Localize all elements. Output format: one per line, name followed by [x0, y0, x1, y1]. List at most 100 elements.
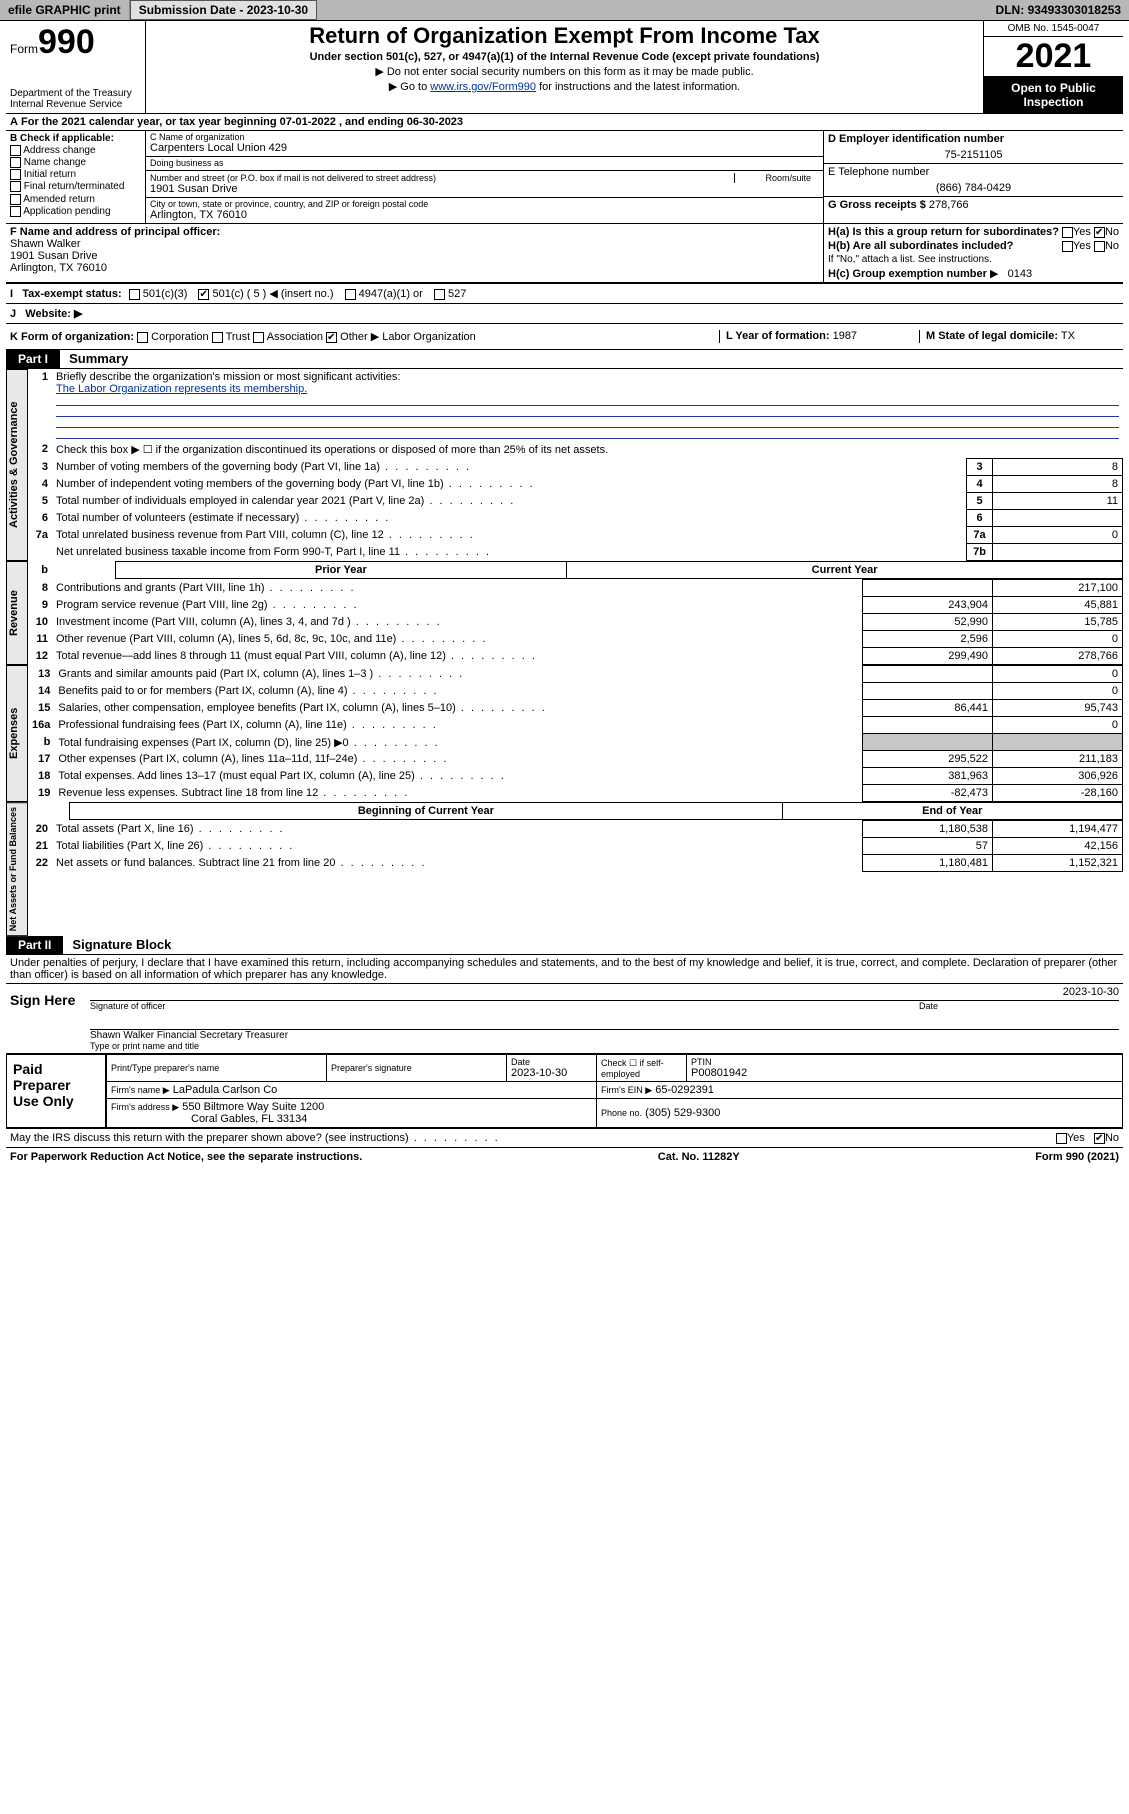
irs-label: Internal Revenue Service [10, 99, 141, 110]
dba-label: Doing business as [146, 157, 823, 168]
summary-line: 10 Investment income (Part VIII, column … [28, 614, 1123, 631]
irs-link[interactable]: www.irs.gov/Form990 [430, 81, 536, 93]
org-name: Carpenters Local Union 429 [146, 142, 823, 156]
summary-line: 18 Total expenses. Add lines 13–17 (must… [28, 768, 1123, 785]
efile-label: efile GRAPHIC print [0, 0, 130, 20]
col-b-checkboxes: B Check if applicable: Address change Na… [6, 131, 146, 223]
form-subtitle: Under section 501(c), 527, or 4947(a)(1)… [152, 51, 977, 63]
form-footer: Form 990 (2021) [1035, 1151, 1119, 1163]
row-a-taxyear: A For the 2021 calendar year, or tax yea… [6, 114, 1123, 131]
summary-line: 11 Other revenue (Part VIII, column (A),… [28, 631, 1123, 648]
summary-line: 14 Benefits paid to or for members (Part… [28, 683, 1123, 700]
summary-line: 13 Grants and similar amounts paid (Part… [28, 666, 1123, 683]
paid-preparer-label: Paid Preparer Use Only [6, 1054, 106, 1128]
mission-link[interactable]: The Labor Organization represents its me… [56, 383, 307, 395]
street-address: 1901 Susan Drive [150, 183, 819, 195]
open-public: Open to PublicInspection [984, 77, 1123, 113]
cat-no: Cat. No. 11282Y [658, 1151, 740, 1163]
dln: DLN: 93493303018253 [988, 0, 1129, 20]
summary-line: Net unrelated business taxable income fr… [28, 544, 1123, 561]
officer-addr2: Arlington, TX 76010 [10, 262, 107, 274]
hb-note: If "No," attach a list. See instructions… [828, 254, 1119, 265]
side-expenses: Expenses [6, 665, 28, 802]
e-phone-label: E Telephone number [828, 166, 929, 178]
side-net-assets: Net Assets or Fund Balances [6, 802, 28, 936]
firm-addr1: 550 Biltmore Way Suite 1200 [182, 1101, 324, 1113]
addr-label: Number and street (or P.O. box if mail i… [150, 173, 819, 183]
f-officer-label: F Name and address of principal officer: [10, 226, 220, 238]
summary-line: 12 Total revenue—add lines 8 through 11 … [28, 648, 1123, 665]
omb-number: OMB No. 1545-0047 [984, 21, 1123, 37]
sig-date-val: 2023-10-30 [90, 986, 1119, 1000]
city-state-zip: Arlington, TX 76010 [146, 209, 823, 223]
d-ein-label: D Employer identification number [828, 133, 1004, 145]
summary-line: 17 Other expenses (Part IX, column (A), … [28, 751, 1123, 768]
summary-line: 6 Total number of volunteers (estimate i… [28, 510, 1123, 527]
sig-date-label: Date [919, 1001, 1119, 1011]
col-beginning: Beginning of Current Year [70, 803, 782, 820]
gross-receipts: 278,766 [929, 199, 969, 211]
pra-notice: For Paperwork Reduction Act Notice, see … [10, 1151, 362, 1163]
phone-value: (866) 784-0429 [828, 182, 1119, 194]
col-end: End of Year [782, 803, 1122, 820]
l-year-formation: L Year of formation: 1987 [719, 330, 919, 343]
summary-line: 22 Net assets or fund balances. Subtract… [28, 855, 1123, 872]
firm-ein: 65-0292391 [655, 1084, 714, 1096]
summary-line: 21 Total liabilities (Part X, line 26)57… [28, 838, 1123, 855]
note-link: ▶ Go to www.irs.gov/Form990 for instruct… [152, 80, 977, 93]
g-gross-label: G Gross receipts $ [828, 199, 926, 211]
summary-line: 9 Program service revenue (Part VIII, li… [28, 597, 1123, 614]
summary-line: 15 Salaries, other compensation, employe… [28, 700, 1123, 717]
name-title-label: Type or print name and title [90, 1041, 1119, 1051]
dept-label: Department of the Treasury [10, 88, 141, 99]
hb-subordinates: H(b) Are all subordinates included? Yes … [828, 240, 1119, 252]
ptin: P00801942 [691, 1067, 747, 1079]
summary-line: b Total fundraising expenses (Part IX, c… [28, 734, 1123, 751]
summary-line: 7a Total unrelated business revenue from… [28, 527, 1123, 544]
officer-name: Shawn Walker [10, 238, 81, 250]
sign-here-label: Sign Here [6, 984, 86, 1053]
note-ssn: ▶ Do not enter social security numbers o… [152, 65, 977, 78]
submission-date-btn[interactable]: Submission Date - 2023-10-30 [130, 0, 317, 20]
summary-line: 5 Total number of individuals employed i… [28, 493, 1123, 510]
side-activities-gov: Activities & Governance [6, 369, 28, 561]
dba-value [146, 168, 823, 170]
ha-group-return: H(a) Is this a group return for subordin… [828, 226, 1119, 238]
part1-title: Summary [69, 351, 128, 366]
sig-officer-label: Signature of officer [90, 1001, 919, 1011]
tax-year: 2021 [984, 37, 1123, 77]
row-i-status: I Tax-exempt status: 501(c)(3) 501(c) ( … [6, 283, 1123, 303]
part1-header: Part I [6, 350, 60, 368]
firm-name: LaPadula Carlson Co [173, 1084, 278, 1096]
form-title: Return of Organization Exempt From Incom… [152, 23, 977, 49]
summary-line: 8 Contributions and grants (Part VIII, l… [28, 580, 1123, 597]
officer-name-title: Shawn Walker Financial Secretary Treasur… [90, 1030, 1119, 1041]
top-bar: efile GRAPHIC print Submission Date - 20… [0, 0, 1129, 21]
hc-exemption: H(c) Group exemption number ▶ 0143 [828, 267, 1119, 280]
firm-addr2: Coral Gables, FL 33134 [191, 1113, 307, 1125]
summary-line: 20 Total assets (Part X, line 16)1,180,5… [28, 821, 1123, 838]
summary-line: 4 Number of independent voting members o… [28, 476, 1123, 493]
officer-addr1: 1901 Susan Drive [10, 250, 97, 262]
perjury-declaration: Under penalties of perjury, I declare th… [6, 955, 1123, 984]
row-j-website: J Website: ▶ [6, 303, 1123, 324]
ein-value: 75-2151105 [828, 149, 1119, 161]
side-revenue: Revenue [6, 561, 28, 665]
k-form-org: K Form of organization: Corporation Trus… [10, 330, 719, 343]
form-header: Form990 Department of the Treasury Inter… [6, 21, 1123, 114]
m-state: M State of legal domicile: TX [919, 330, 1119, 343]
city-label: City or town, state or province, country… [146, 198, 823, 209]
q2-checkbox: Check this box ▶ ☐ if the organization d… [52, 441, 1123, 458]
col-current-year: Current Year [567, 562, 1123, 579]
firm-phone: (305) 529-9300 [645, 1107, 720, 1119]
col-prior-year: Prior Year [115, 562, 567, 579]
c-name-label: C Name of organization [146, 131, 823, 142]
discuss-row: May the IRS discuss this return with the… [6, 1129, 1123, 1147]
summary-line: 3 Number of voting members of the govern… [28, 459, 1123, 476]
summary-line: 16a Professional fundraising fees (Part … [28, 717, 1123, 734]
form-number: Form990 [10, 23, 141, 62]
summary-line: 19 Revenue less expenses. Subtract line … [28, 785, 1123, 802]
q1-label: Briefly describe the organization's miss… [56, 371, 400, 383]
part2-title: Signature Block [72, 937, 171, 952]
part2-header: Part II [6, 936, 63, 954]
